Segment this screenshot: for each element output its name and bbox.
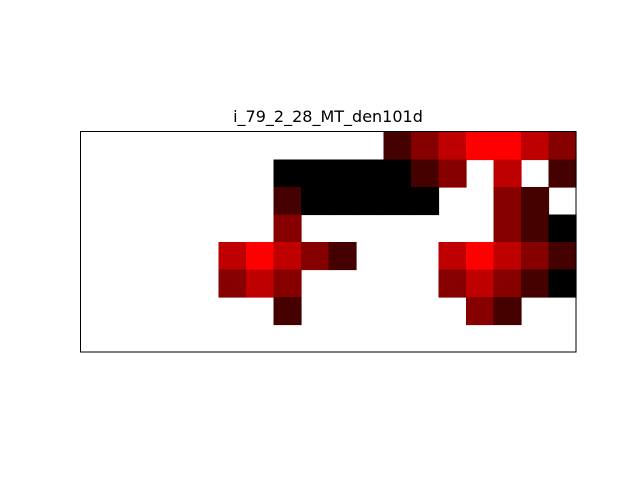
heatmap-cell-r6-c7 [273,297,302,326]
heatmap-cell-r1-c12 [411,159,440,188]
heatmap-cells [218,132,577,326]
heatmap-cell-r5-c16 [521,269,550,298]
heatmap-cell-r1-c7 [273,159,302,188]
heatmap-cell-r5-c17 [548,269,577,298]
heatmap-cell-r0-c15 [493,132,522,161]
heatmap-cell-r2-c11 [383,187,412,216]
heatmap-cell-r1-c8 [301,159,330,188]
heatmap-cell-r4-c8 [301,242,330,271]
heatmap-cell-r2-c8 [301,187,330,216]
heatmap-cell-r6-c15 [493,297,522,326]
heatmap-cell-r5-c15 [493,269,522,298]
heatmap-cell-r2-c10 [356,187,385,216]
heatmap-cell-r3-c7 [273,214,302,243]
heatmap-cell-r5-c13 [438,269,467,298]
heatmap-cell-r3-c17 [548,214,577,243]
heatmap-cell-r0-c13 [438,132,467,161]
heatmap-cell-r0-c16 [521,132,550,161]
heatmap-cell-r4-c14 [466,242,495,271]
heatmap-cell-r1-c15 [493,159,522,188]
heatmap-cell-r5-c6 [246,269,275,298]
heatmap-cell-r2-c16 [521,187,550,216]
heatmap-cell-r0-c14 [466,132,495,161]
heatmap-cell-r3-c15 [493,214,522,243]
heatmap-cell-r4-c7 [273,242,302,271]
heatmap-cell-r2-c15 [493,187,522,216]
heatmap-cell-r2-c7 [273,187,302,216]
heatmap-cell-r4-c9 [328,242,357,271]
heatmap-cell-r1-c13 [438,159,467,188]
heatmap-cell-r5-c7 [273,269,302,298]
heatmap-cell-r1-c17 [548,159,577,188]
plot-frame [80,131,577,353]
heatmap-cell-r4-c17 [548,242,577,271]
heatmap-cell-r2-c9 [328,187,357,216]
heatmap-cell-r1-c9 [328,159,357,188]
heatmap-cell-r0-c11 [383,132,412,161]
heatmap-cell-r0-c12 [411,132,440,161]
heatmap-cell-r4-c6 [246,242,275,271]
chart-title: i_79_2_28_MT_den101d [233,107,423,126]
heatmap-cell-r2-c12 [411,187,440,216]
heatmap-cell-r3-c16 [521,214,550,243]
heatmap-cell-r4-c5 [218,242,247,271]
heatmap-cell-r4-c15 [493,242,522,271]
heatmap-cell-r4-c16 [521,242,550,271]
heatmap-cell-r6-c14 [466,297,495,326]
heatmap-cell-r1-c11 [383,159,412,188]
heatmap-cell-r5-c14 [466,269,495,298]
heatmap-cell-r0-c17 [548,132,577,161]
heatmap-cell-r5-c5 [218,269,247,298]
heatmap-cell-r4-c13 [438,242,467,271]
heatmap-cell-r1-c10 [356,159,385,188]
